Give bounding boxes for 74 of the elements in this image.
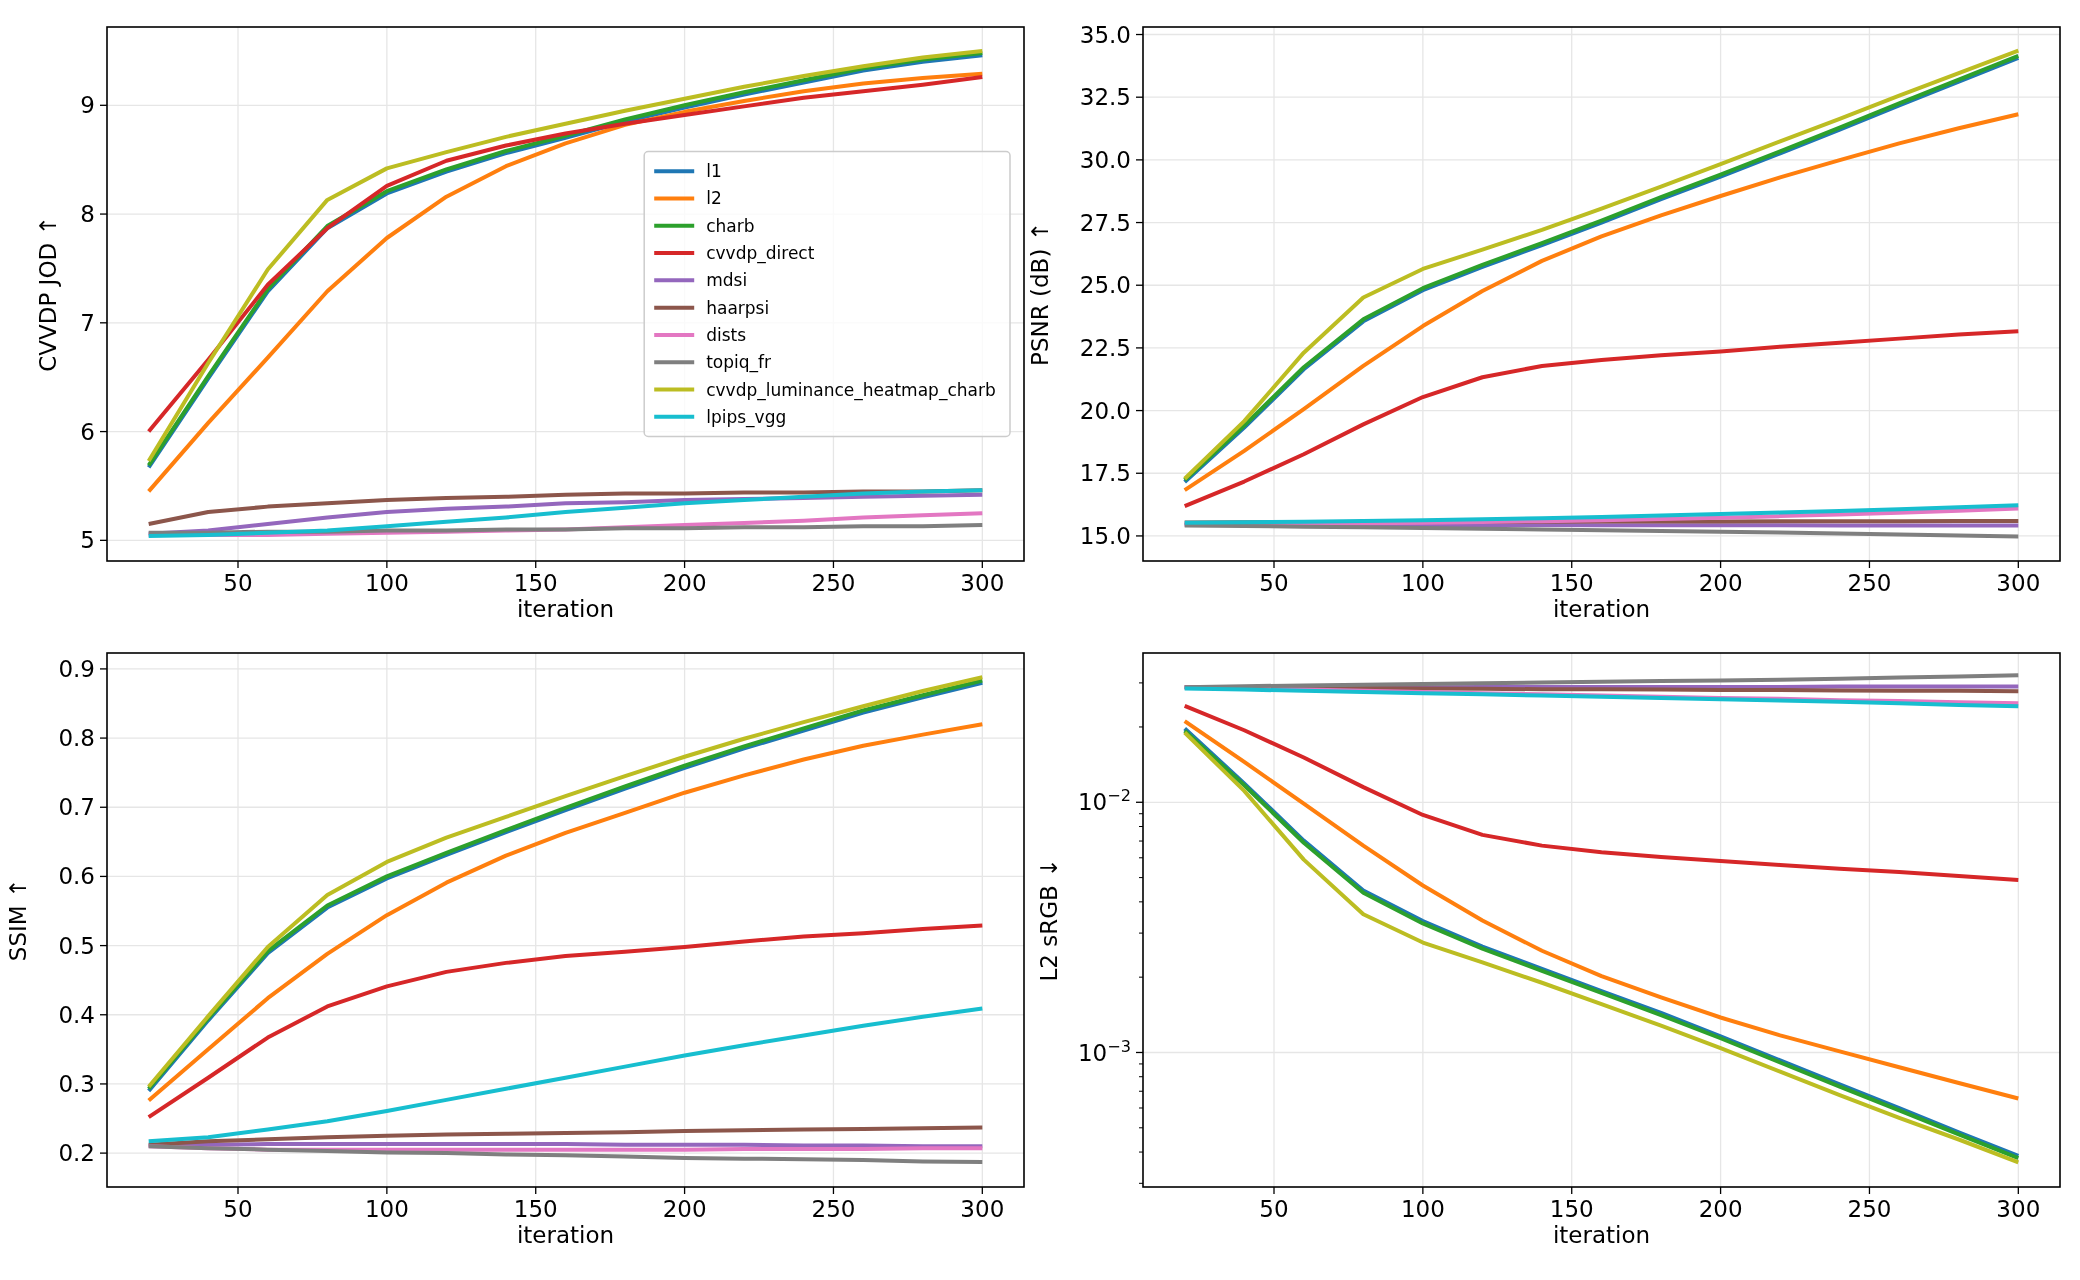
y-tick-label: 0.8 <box>58 725 95 752</box>
legend-label: mdsi <box>706 270 748 291</box>
x-tick-label: 300 <box>1996 1196 2041 1223</box>
legend-label: lpips_vgg <box>706 406 787 428</box>
line-series <box>146 1144 985 1165</box>
y-tick-label: 5 <box>80 527 95 554</box>
y-tick-label: 22.5 <box>1079 334 1131 361</box>
y-tick-label: 0.2 <box>58 1140 95 1167</box>
x-tick-label: 300 <box>960 570 1005 597</box>
x-tick-label: 300 <box>1996 570 2041 597</box>
line-series <box>146 1006 985 1144</box>
x-axis-title: iteration <box>1552 1222 1651 1248</box>
line-series <box>1182 523 2021 539</box>
y-tick-label: 35.0 <box>1079 21 1131 48</box>
y-tick-label: 0.5 <box>58 932 95 959</box>
legend-label: cvvdp_luminance_heatmap_charb <box>706 379 996 401</box>
line-series <box>1182 329 2021 509</box>
x-tick-label: 100 <box>364 570 409 597</box>
line-series <box>146 923 985 1120</box>
y-axis-title: L2 sRGB ↓ <box>1035 858 1062 982</box>
x-tick-label: 300 <box>960 1196 1005 1223</box>
x-tick-label: 200 <box>662 570 707 597</box>
x-tick-label: 100 <box>1400 570 1445 597</box>
legend-label: topiq_fr <box>706 352 772 374</box>
x-tick-label: 150 <box>513 1196 558 1223</box>
y-axis-title: SSIM ↑ <box>5 878 32 962</box>
y-tick-label: 17.5 <box>1079 460 1131 487</box>
x-tick-label: 50 <box>1259 570 1289 597</box>
x-tick-label: 100 <box>1400 1196 1445 1223</box>
x-axis-title: iteration <box>516 1222 615 1248</box>
x-tick-label: 200 <box>1698 570 1743 597</box>
line-series <box>1182 703 2021 883</box>
y-tick-label: 20.0 <box>1079 397 1131 424</box>
y-tick-label: 0.3 <box>58 1070 95 1097</box>
legend-label: l2 <box>706 188 722 209</box>
legend-label: charb <box>706 215 755 236</box>
y-tick-label: 0.6 <box>58 863 95 890</box>
x-tick-label: 50 <box>1259 1196 1289 1223</box>
x-tick-label: 200 <box>1698 1196 1743 1223</box>
x-tick-label: 250 <box>811 1196 856 1223</box>
y-tick-label: 0.7 <box>58 794 95 821</box>
y-tick-label: 6 <box>80 418 95 445</box>
x-tick-label: 250 <box>811 570 856 597</box>
y-tick-label: 8 <box>80 201 95 228</box>
x-tick-label: 50 <box>223 1196 253 1223</box>
y-tick-label: 30.0 <box>1079 146 1131 173</box>
y-tick-label: 9 <box>80 92 95 119</box>
y-tick-label: 27.5 <box>1079 209 1131 236</box>
x-axis-title: iteration <box>516 596 615 622</box>
y-tick-label: 10$^{−2}$ <box>1077 785 1131 816</box>
legend-label: dists <box>706 324 747 345</box>
line-series <box>1182 673 2021 690</box>
legend-label: cvvdp_direct <box>706 243 815 264</box>
x-tick-label: 150 <box>1549 570 1594 597</box>
x-tick-label: 100 <box>364 1196 409 1223</box>
y-tick-label: 25.0 <box>1079 272 1131 299</box>
y-axis-title: PSNR (dB) ↑ <box>1026 222 1053 366</box>
y-tick-label: 10$^{−3}$ <box>1077 1036 1131 1066</box>
x-axis-title: iteration <box>1552 596 1651 622</box>
y-axis-title: CVVDP JOD ↑ <box>34 216 61 372</box>
x-tick-label: 250 <box>1847 1196 1892 1223</box>
x-tick-label: 150 <box>1549 1196 1594 1223</box>
x-tick-label: 250 <box>1847 570 1892 597</box>
line-series <box>146 1125 985 1147</box>
x-tick-label: 50 <box>223 570 253 597</box>
y-tick-label: 15.0 <box>1079 522 1131 549</box>
legend-label: l1 <box>706 161 722 182</box>
y-tick-label: 32.5 <box>1079 84 1131 111</box>
y-tick-label: 0.4 <box>58 1001 95 1028</box>
legend-label: haarpsi <box>706 297 770 318</box>
y-tick-label: 0.9 <box>58 655 95 682</box>
y-tick-label: 7 <box>80 309 95 336</box>
x-tick-label: 200 <box>662 1196 707 1223</box>
x-tick-label: 150 <box>513 570 558 597</box>
